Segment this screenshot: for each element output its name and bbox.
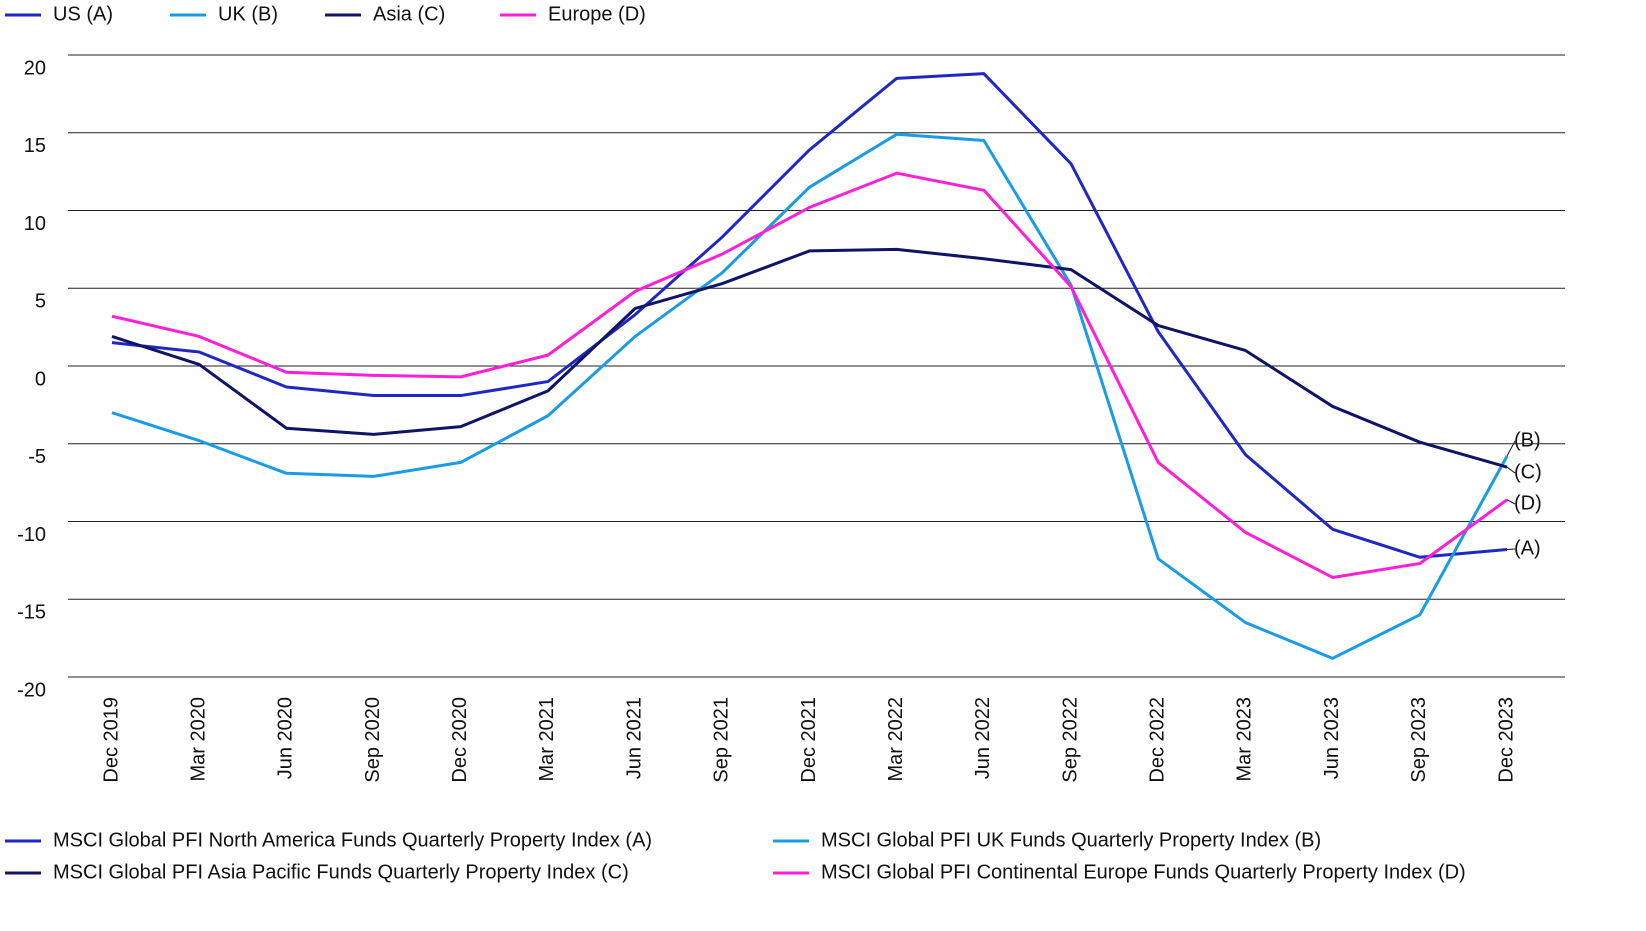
x-tick-label: Sep 2021 bbox=[711, 697, 733, 783]
y-tick-label: 20 bbox=[24, 57, 46, 79]
y-tick-label: -20 bbox=[17, 679, 46, 701]
legend-label: Europe (D) bbox=[548, 3, 646, 25]
x-tick-label: Dec 2019 bbox=[100, 697, 122, 783]
x-tick-label: Jun 2020 bbox=[275, 697, 297, 779]
label-leader bbox=[1506, 466, 1516, 474]
x-tick-label: Mar 2020 bbox=[187, 697, 209, 782]
x-tick-label: Dec 2023 bbox=[1495, 697, 1517, 783]
x-tick-label: Dec 2020 bbox=[449, 697, 471, 783]
x-tick-label: Jun 2023 bbox=[1321, 697, 1343, 779]
x-tick-label: Sep 2022 bbox=[1059, 697, 1081, 783]
legend-label: UK (B) bbox=[218, 3, 278, 25]
series-line bbox=[111, 247, 1508, 469]
y-tick-label: 10 bbox=[24, 213, 46, 235]
end-label: (D) bbox=[1514, 492, 1542, 514]
series-line bbox=[111, 72, 1508, 559]
label-leader bbox=[1506, 440, 1516, 457]
x-tick-label: Mar 2021 bbox=[536, 697, 558, 782]
legend-label: Asia (C) bbox=[373, 3, 445, 25]
x-tick-label: Jun 2021 bbox=[623, 697, 645, 779]
legend-description: MSCI Global PFI Continental Europe Funds… bbox=[821, 861, 1466, 883]
x-tick-label: Sep 2023 bbox=[1408, 697, 1430, 783]
end-label: (B) bbox=[1514, 429, 1541, 451]
y-tick-label: -15 bbox=[17, 602, 46, 624]
x-tick-label: Jun 2022 bbox=[972, 697, 994, 779]
x-tick-label: Mar 2022 bbox=[885, 697, 907, 782]
y-tick-label: -5 bbox=[28, 446, 46, 468]
y-tick-label: 0 bbox=[35, 368, 46, 390]
legend-description: MSCI Global PFI Asia Pacific Funds Quart… bbox=[53, 861, 629, 883]
legend-description: MSCI Global PFI UK Funds Quarterly Prope… bbox=[821, 829, 1321, 851]
legend-label: US (A) bbox=[53, 3, 113, 25]
series-line bbox=[111, 171, 1508, 579]
series-line bbox=[111, 132, 1509, 660]
x-tick-label: Dec 2022 bbox=[1147, 697, 1169, 783]
end-label: (A) bbox=[1514, 537, 1541, 559]
x-tick-label: Sep 2020 bbox=[362, 697, 384, 783]
x-tick-label: Dec 2021 bbox=[798, 697, 820, 783]
x-tick-label: Mar 2023 bbox=[1234, 697, 1256, 782]
legend-description: MSCI Global PFI North America Funds Quar… bbox=[53, 829, 652, 851]
y-tick-label: 15 bbox=[24, 135, 46, 157]
y-tick-label: -10 bbox=[17, 524, 46, 546]
label-leader bbox=[1506, 499, 1516, 505]
end-label: (C) bbox=[1514, 461, 1542, 483]
y-tick-label: 5 bbox=[35, 291, 46, 313]
